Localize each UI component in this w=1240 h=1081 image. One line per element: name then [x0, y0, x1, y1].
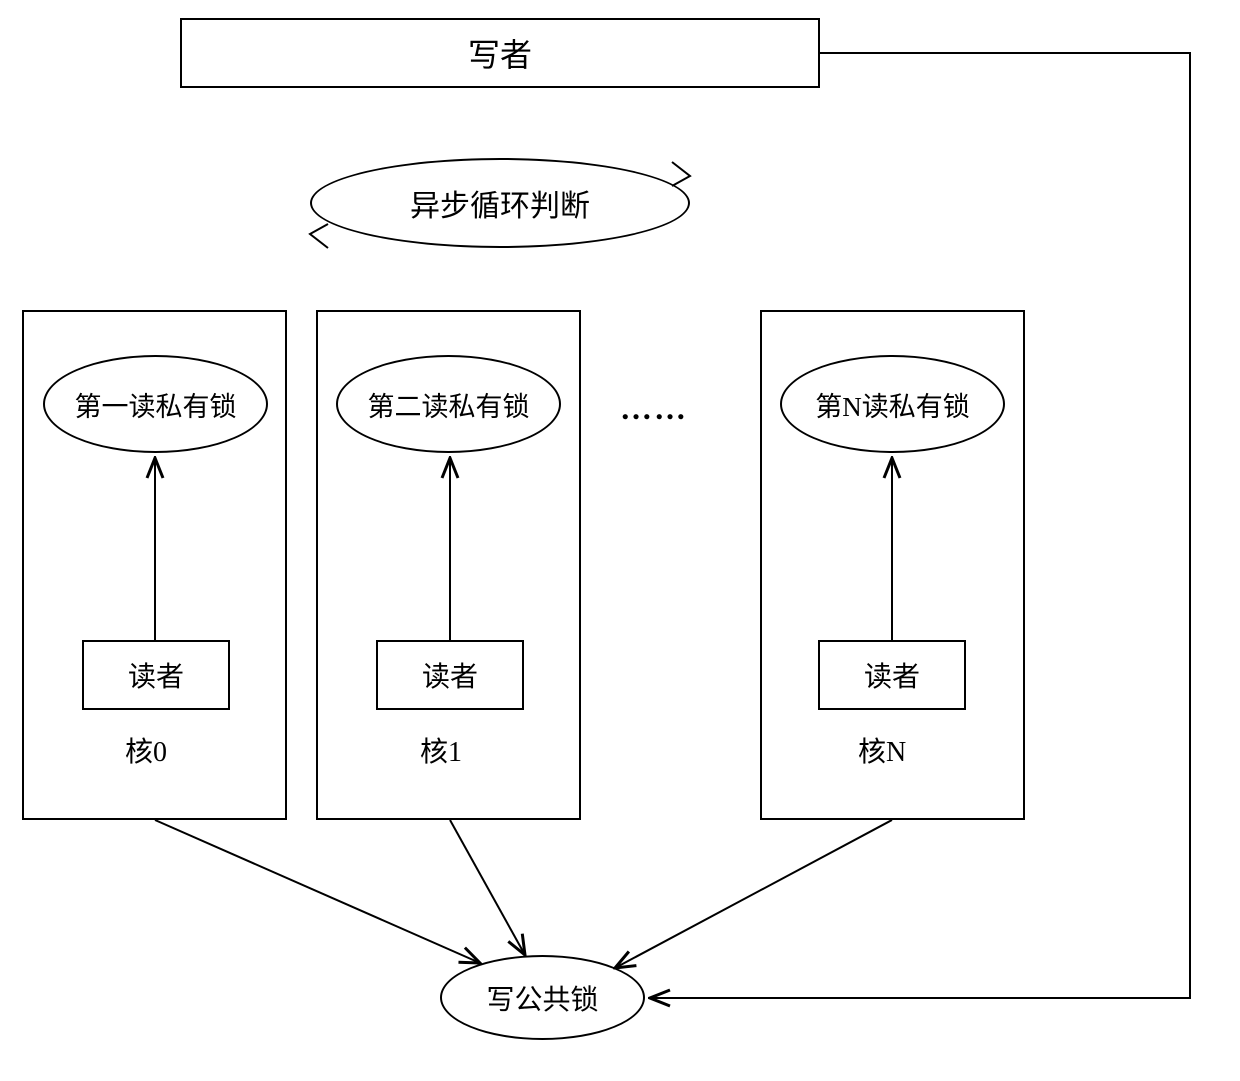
lock0-ellipse: 第一读私有锁: [43, 355, 268, 453]
coreN-label: 核N: [858, 730, 906, 770]
reader0-box: 读者: [82, 640, 230, 710]
arrow-coreN-writelock: [615, 820, 892, 968]
loop-arrow-bottom-left: [310, 224, 328, 248]
ellipsis-dots: ……: [620, 390, 688, 427]
write-lock-label: 写公共锁: [486, 978, 598, 1018]
writer-box: 写者: [180, 18, 820, 88]
loop-arrow-top-right: [672, 162, 690, 186]
reader1-box: 读者: [376, 640, 524, 710]
lock1-ellipse: 第二读私有锁: [336, 355, 561, 453]
arrow-core1-writelock: [450, 820, 525, 955]
core0-label: 核0: [125, 730, 167, 770]
core1-label: 核1: [420, 730, 462, 770]
lockN-ellipse: 第N读私有锁: [780, 355, 1005, 453]
async-loop-ellipse: 异步循环判断: [310, 158, 690, 248]
reader1-label: 读者: [422, 655, 478, 695]
arrow-core0-writelock: [155, 820, 480, 963]
reader0-label: 读者: [128, 655, 184, 695]
async-loop-label: 异步循环判断: [410, 181, 590, 225]
readerN-box: 读者: [818, 640, 966, 710]
readerN-label: 读者: [864, 655, 920, 695]
writer-label: 写者: [468, 30, 532, 76]
lock0-label: 第一读私有锁: [75, 385, 237, 424]
lockN-label: 第N读私有锁: [815, 385, 970, 424]
write-lock-ellipse: 写公共锁: [440, 955, 645, 1040]
lock1-label: 第二读私有锁: [368, 385, 530, 424]
